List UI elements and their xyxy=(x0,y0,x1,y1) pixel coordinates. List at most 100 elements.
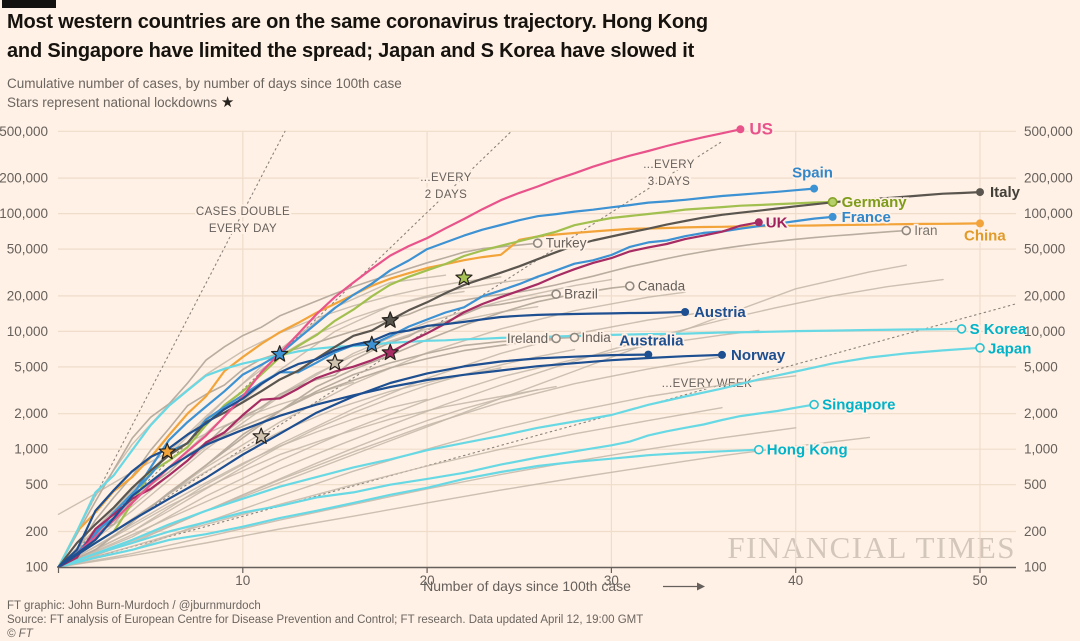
guide-label: CASES DOUBLE xyxy=(196,206,290,218)
endpoint-dot-Hong-Kong xyxy=(753,444,764,455)
background-country-line xyxy=(57,311,705,568)
chart-subtitle: Cumulative number of cases, by number of… xyxy=(7,74,402,112)
chart-footer: FT graphic: John Burn-Murdoch / @jburnmu… xyxy=(7,599,643,641)
country-label-Australia: Australia xyxy=(619,333,684,350)
x-tick-label: 10 xyxy=(235,573,250,588)
y-tick-label-left: 100 xyxy=(25,560,48,575)
series-line-Turkey xyxy=(57,242,539,568)
country-label-Iran: Iran xyxy=(914,223,937,238)
y-tick-label-left: 20,000 xyxy=(7,288,48,303)
title-line-1: Most western countries are on the same c… xyxy=(7,11,708,33)
doubling-guides: CASES DOUBLE EVERY DAY ...EVERY 2 DAYS ...EV… xyxy=(57,130,1016,568)
y-tick-label-right: 100 xyxy=(1024,560,1047,575)
lockdown-star-icon xyxy=(252,427,270,444)
lockdown-stars xyxy=(158,268,473,460)
series-lines xyxy=(57,128,982,569)
y-tick-label-right: 2,000 xyxy=(1024,406,1058,421)
footer-credit: FT graphic: John Burn-Murdoch / @jburnmu… xyxy=(7,600,261,612)
guide-label: EVERY DAY xyxy=(209,223,277,235)
series-line-China xyxy=(57,222,982,569)
background-country-line xyxy=(57,306,539,568)
background-country-line xyxy=(57,436,871,568)
x-tick-label: 30 xyxy=(604,573,619,588)
background-country-line xyxy=(57,278,613,568)
y-tick-label-right: 200,000 xyxy=(1024,171,1073,186)
lockdown-star-icon xyxy=(326,353,344,371)
series-markers: Iran Turkey Brazil Canada Ireland India China S… xyxy=(505,118,1033,461)
lockdown-star-icon xyxy=(381,311,399,328)
guide-line xyxy=(57,141,722,568)
country-label-Hong-Kong: Hong Kong xyxy=(767,442,848,459)
endpoint-dot-India xyxy=(569,332,580,343)
country-label-Ireland: Ireland xyxy=(507,331,548,346)
y-tick-label-left: 5,000 xyxy=(14,359,48,374)
x-tick-label: 40 xyxy=(788,573,803,588)
endpoint-dot-Norway xyxy=(718,350,726,359)
series-line-Norway xyxy=(57,353,724,569)
country-label-S-Korea: S Korea xyxy=(970,321,1027,338)
country-label-China: China xyxy=(964,227,1006,244)
subtitle-line-1: Cumulative number of cases, by number of… xyxy=(7,76,402,91)
endpoint-dot-Turkey xyxy=(532,238,543,248)
y-tick-label-right: 500,000 xyxy=(1024,124,1073,139)
country-label-Norway: Norway xyxy=(731,347,786,364)
series-line-Australia xyxy=(57,353,650,569)
series-line-UK xyxy=(57,221,760,569)
series-line-Japan xyxy=(57,346,982,569)
country-label-Spain: Spain xyxy=(792,165,833,182)
country-label-France: France xyxy=(842,209,891,226)
guide-label: ...EVERY xyxy=(643,159,695,171)
endpoint-dot-Iran xyxy=(901,225,912,236)
background-country-line xyxy=(57,290,465,568)
country-label-Turkey: Turkey xyxy=(546,236,587,251)
background-country-line xyxy=(57,329,760,568)
series-line-Germany xyxy=(57,200,834,569)
background-lines xyxy=(57,264,944,568)
background-country-line xyxy=(57,274,447,568)
guide-label: 3 DAYS xyxy=(648,176,690,188)
ft-top-bar-accent xyxy=(2,0,56,8)
x-axis-title: Number of days since 100th case xyxy=(423,578,631,594)
background-country-line xyxy=(57,348,576,568)
background-country-line xyxy=(57,278,944,568)
y-tick-label-left: 50,000 xyxy=(7,242,48,257)
y-tick-label-right: 200 xyxy=(1024,524,1047,539)
subtitle-line-2: Stars represent national lockdowns ★ xyxy=(7,94,235,111)
endpoint-dot-US xyxy=(736,125,745,134)
endpoint-dot-Canada xyxy=(624,281,635,291)
endpoint-dot-Italy xyxy=(976,188,984,197)
y-tick-label-right: 1,000 xyxy=(1024,442,1058,457)
background-country-line xyxy=(57,385,557,568)
country-label-Germany: Germany xyxy=(842,194,908,211)
y-tick-label-left: 200,000 xyxy=(0,171,48,186)
y-tick-label-left: 1,000 xyxy=(14,442,48,457)
y-tick-label-right: 5,000 xyxy=(1024,359,1058,374)
country-label-Japan: Japan xyxy=(988,340,1031,357)
lockdown-star-icon xyxy=(381,343,399,361)
y-tick-label-right: 10,000 xyxy=(1024,324,1065,339)
series-line-Spain xyxy=(57,187,816,569)
series-line-S-Korea xyxy=(57,327,963,569)
y-tick-label-left: 500,000 xyxy=(0,124,48,139)
country-label-Canada: Canada xyxy=(638,279,686,294)
endpoint-dot-Australia xyxy=(644,350,653,359)
guide-line xyxy=(57,303,1016,568)
endpoint-dot-Germany xyxy=(827,197,838,208)
background-country-line xyxy=(57,407,723,568)
guide-label: 2 DAYS xyxy=(425,189,467,201)
endpoint-dot-UK xyxy=(754,218,763,227)
title-line-2: and Singapore have limited the spread; J… xyxy=(7,40,695,62)
y-tick-label-right: 50,000 xyxy=(1024,242,1065,257)
endpoint-dot-China xyxy=(976,219,984,228)
axes: 10 20 30 40 50 100 100 200 200 500 500 1,000 1,000 2,… xyxy=(0,124,1073,594)
endpoint-dot-S-Korea xyxy=(956,324,967,334)
endpoint-dot-Austria xyxy=(681,308,690,316)
series-line-Singapore xyxy=(57,403,816,569)
background-country-line xyxy=(57,389,539,568)
series-line-France xyxy=(57,215,834,569)
ft-watermark: FINANCIAL TIMES xyxy=(727,530,1016,565)
guide-label: ...EVERY xyxy=(420,172,472,184)
y-tick-label-left: 100,000 xyxy=(0,206,48,221)
y-tick-label-left: 200 xyxy=(25,524,48,539)
